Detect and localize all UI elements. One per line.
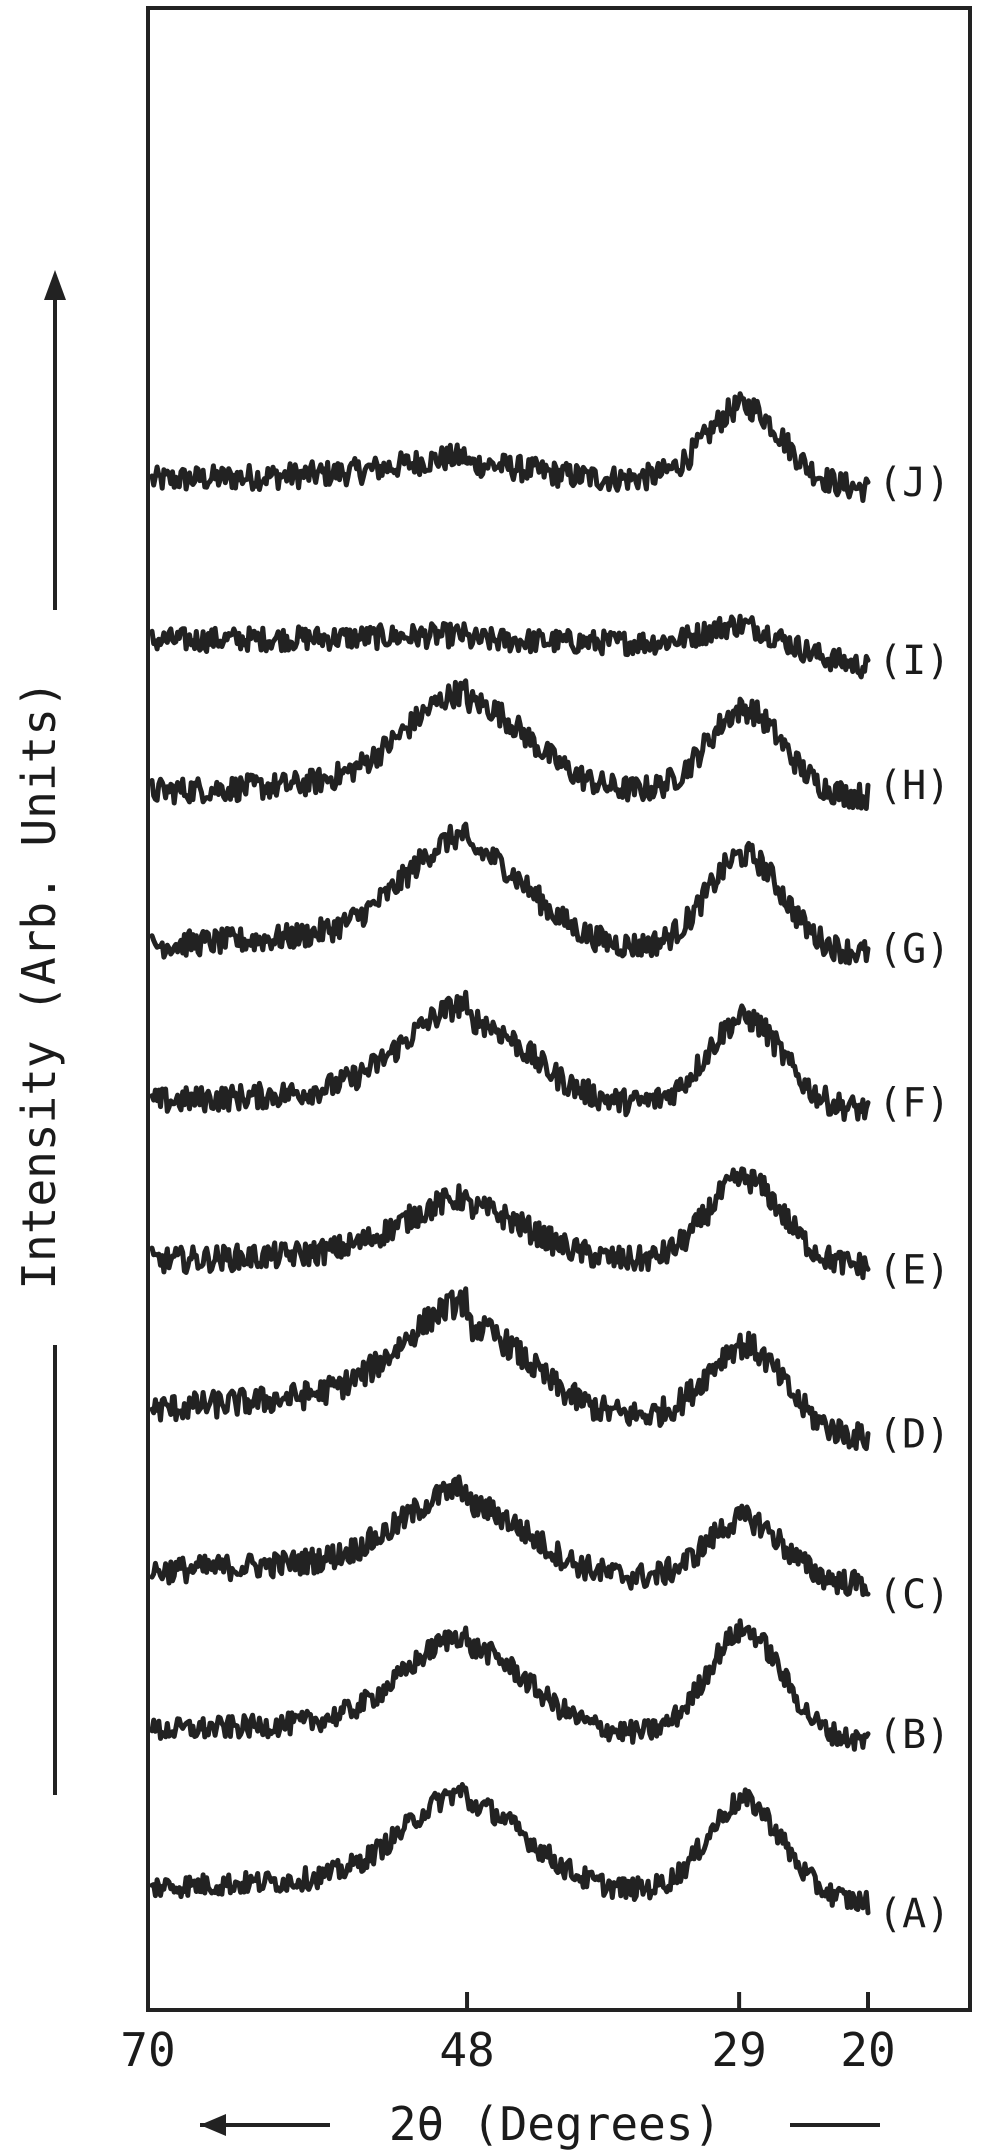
trace-g	[149, 821, 871, 966]
series-label-b: (B)	[878, 1712, 950, 1758]
y-axis-title: Intensity (Arb. Units)	[12, 680, 66, 1289]
x-tick-label: 70	[120, 2023, 175, 2077]
series-label-j: (J)	[878, 460, 950, 506]
trace-i	[149, 613, 871, 680]
series-label-e: (E)	[878, 1247, 950, 1293]
x-tick-label: 20	[840, 2023, 895, 2077]
series-label-i: (I)	[878, 638, 950, 684]
y-axis-title-group: Intensity (Arb. Units)	[12, 270, 66, 1795]
x-axis-title-group: 2θ (Degrees)	[200, 2097, 880, 2151]
trace-e	[149, 1166, 871, 1281]
trace-j	[149, 391, 871, 503]
spectra-traces	[149, 391, 871, 1916]
trace-h	[149, 678, 871, 811]
plot-frame	[146, 6, 972, 2012]
series-label-a: (A)	[878, 1891, 950, 1937]
trace-f	[149, 989, 871, 1122]
x-tick-label: 48	[439, 2023, 494, 2077]
series-label-h: (H)	[878, 763, 950, 809]
x-axis-ticks: 70 48 29 20	[120, 1992, 896, 2077]
series-label-c: (C)	[878, 1572, 950, 1618]
trace-c	[149, 1474, 871, 1598]
x-axis-title: 2θ (Degrees)	[389, 2097, 721, 2151]
trace-d	[149, 1286, 871, 1452]
series-label-d: (D)	[878, 1412, 950, 1458]
trace-b	[149, 1618, 871, 1752]
x-tick-label: 29	[711, 2023, 766, 2077]
y-axis-arrow-head-icon	[44, 270, 66, 300]
series-label-g: (G)	[878, 927, 950, 973]
series-labels: (J) (I) (H) (G) (F) (E) (D) (C) (B) (A)	[878, 460, 950, 1937]
trace-a	[149, 1782, 871, 1916]
series-label-f: (F)	[878, 1081, 950, 1127]
x-axis-arrow-head-icon	[200, 2114, 226, 2136]
